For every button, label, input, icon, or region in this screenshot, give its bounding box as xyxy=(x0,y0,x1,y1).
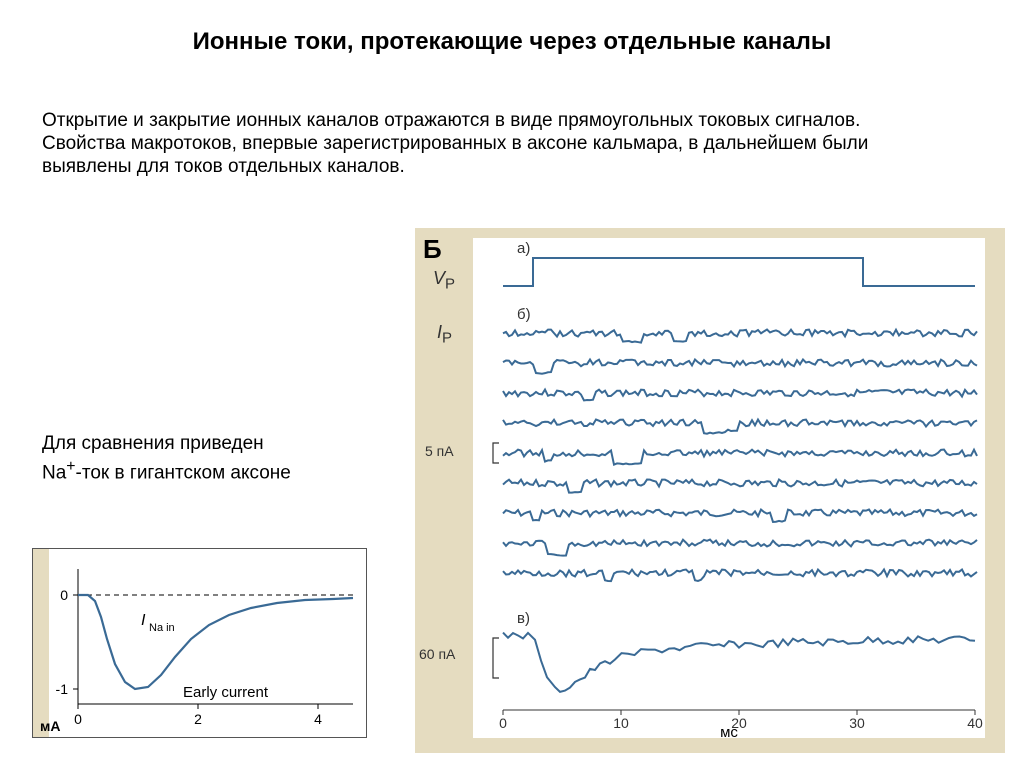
svg-text:2: 2 xyxy=(194,711,202,727)
note-line1: Для сравнения приведен xyxy=(42,433,264,454)
svg-text:Na in: Na in xyxy=(149,622,175,634)
comparison-note: Для сравнения приведен Na+-ток в гигантс… xyxy=(42,432,402,486)
svg-text:I: I xyxy=(141,612,146,629)
vp-v: V xyxy=(433,268,445,288)
ip-sub: P xyxy=(442,330,452,347)
label-ip: IP xyxy=(437,322,452,347)
label-5pa: 5 пА xyxy=(425,443,454,459)
label-60pa: 60 пА xyxy=(419,646,455,662)
panel-single-channel: Б 010203040 а) б) в) мс VP IP 5 пА 60 пА xyxy=(415,228,1005,753)
x-axis-label-ms: мс xyxy=(473,724,985,741)
note-na: Na xyxy=(42,462,66,483)
label-vp: VP xyxy=(433,268,455,293)
svg-text:4: 4 xyxy=(314,711,322,727)
sublabel-a: а) xyxy=(517,240,530,257)
panel-b-inner: 010203040 а) б) в) мс xyxy=(473,238,985,738)
intro-text: Открытие и закрытие ионных каналов отраж… xyxy=(42,110,942,178)
panel-b-letter: Б xyxy=(423,234,442,265)
svg-text:0: 0 xyxy=(60,587,68,603)
page-title: Ионные токи, протекающие через отдельные… xyxy=(0,28,1024,56)
early-current-chart: 0 -1 0 2 4 INa in Early current xyxy=(33,549,368,739)
sublabel-b: б) xyxy=(517,306,531,323)
note-sup: + xyxy=(66,458,75,475)
note-line2-post: -ток в гигантском аксоне xyxy=(76,462,291,483)
single-channel-chart: 010203040 xyxy=(473,238,985,738)
svg-text:0: 0 xyxy=(74,711,82,727)
panel-early-current: 0 -1 0 2 4 INa in Early current xyxy=(32,548,367,738)
svg-text:Early current: Early current xyxy=(183,684,269,701)
sublabel-v: в) xyxy=(517,610,530,627)
vp-sub: P xyxy=(445,276,455,293)
panel-a-unit-ma: мА xyxy=(40,718,60,734)
svg-text:-1: -1 xyxy=(56,681,69,697)
